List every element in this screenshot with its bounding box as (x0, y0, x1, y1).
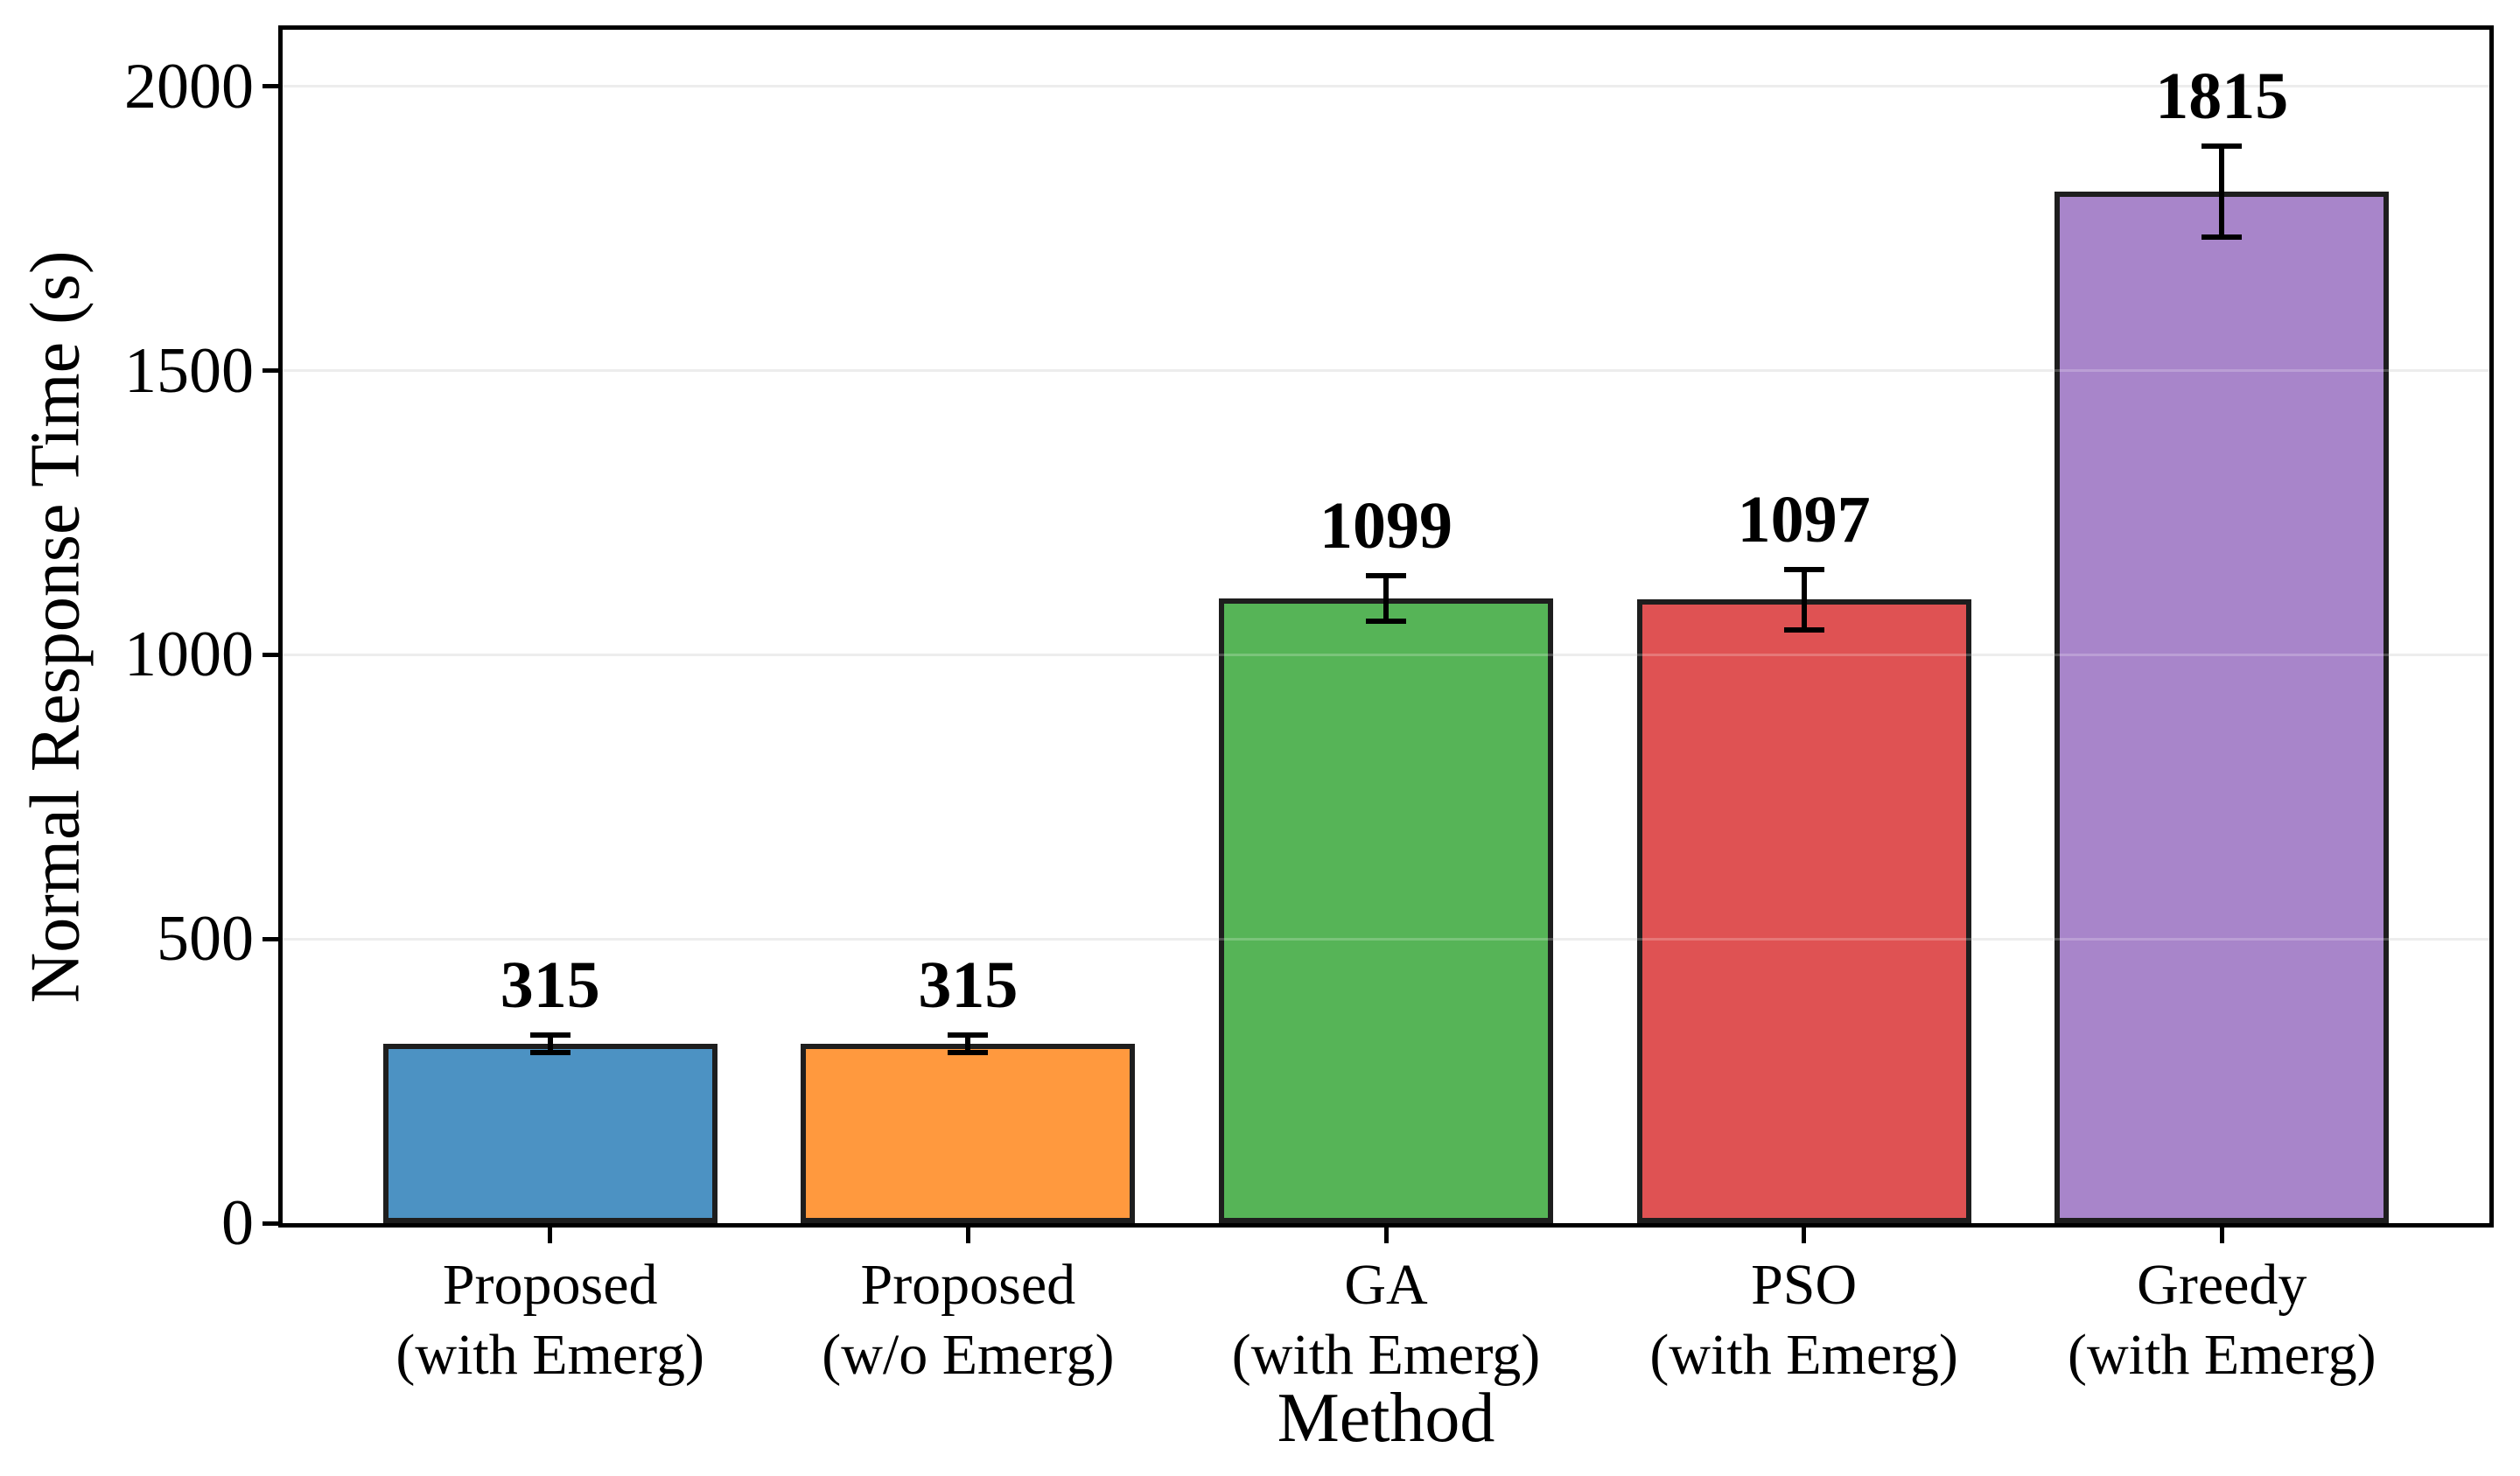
x-tick-label-line: (with Emerg) (1649, 1323, 1958, 1387)
x-tick-label-3: PSO (with Emerg) (1472, 1250, 2137, 1390)
error-bar-cap-top (1783, 566, 1824, 572)
y-tick-0 (262, 1221, 278, 1226)
x-tick-label-2: GA (with Emerg) (1054, 1250, 1718, 1390)
x-tick-label-line: (with Emerg) (1231, 1323, 1541, 1387)
gridline-y-500 (283, 937, 2489, 941)
error-bar-line (547, 1032, 553, 1056)
y-tick-1000 (262, 652, 278, 657)
error-bar-line (2219, 143, 2225, 241)
x-tick-label-1: Proposed (w/o Emerg) (635, 1250, 1300, 1390)
gridline-y-1500 (283, 369, 2489, 373)
y-tick-2000 (262, 84, 278, 89)
x-axis-title: Method (1277, 1380, 1495, 1457)
gridline-y-1000 (283, 653, 2489, 656)
error-bar-line (1801, 566, 1807, 633)
error-bar-3 (1783, 566, 1824, 633)
x-tick-4 (2219, 1228, 2224, 1243)
error-bar-cap-bottom (1366, 619, 1406, 625)
error-bar-1 (948, 1032, 989, 1056)
bar-value-label-3: 1097 (1737, 482, 1871, 556)
error-bar-line (1383, 572, 1389, 625)
y-tick-label-1500: 1500 (124, 334, 254, 407)
bar-value-label-2: 1099 (1320, 488, 1452, 563)
error-bar-cap-top (529, 1032, 570, 1039)
bar-proposed-0 (382, 1044, 718, 1223)
y-tick-label-1000: 1000 (124, 619, 254, 691)
error-bar-cap-bottom (529, 1050, 570, 1056)
y-tick-1500 (262, 368, 278, 374)
gridline-y-2000 (283, 85, 2489, 88)
error-bar-cap-bottom (1783, 627, 1824, 633)
x-tick-label-line: (with Emerg) (2068, 1323, 2376, 1387)
x-tick-label-line: PSO (1751, 1253, 1858, 1317)
bar-value-label-4: 1815 (2155, 59, 2289, 133)
bar-proposed-1 (801, 1044, 1136, 1223)
plot-area: 315 315 1099 1097 1815 (278, 25, 2494, 1228)
error-bar-0 (529, 1032, 570, 1056)
x-tick-label-line: Proposed (860, 1253, 1076, 1317)
x-tick-label-line: (w/o Emerg) (822, 1323, 1115, 1387)
x-tick-label-line: GA (1344, 1253, 1428, 1317)
bar-value-label-1: 315 (918, 948, 1018, 1023)
error-bar-4 (2202, 143, 2243, 241)
bar-value-label-0: 315 (500, 948, 600, 1023)
error-bar-line (965, 1032, 971, 1056)
bar-greedy-4 (2054, 192, 2390, 1223)
y-tick-500 (262, 936, 278, 941)
x-tick-label-line: (with Emerg) (396, 1323, 704, 1387)
error-bar-2 (1366, 572, 1406, 625)
error-bar-cap-top (948, 1032, 989, 1039)
x-tick-label-0: Proposed (with Emerg) (218, 1250, 883, 1390)
x-tick-2 (1383, 1228, 1389, 1243)
x-tick-label-line: Greedy (2137, 1253, 2307, 1317)
bar-pso-3 (1636, 599, 1971, 1223)
bar-ga-2 (1218, 598, 1554, 1223)
error-bar-cap-bottom (2202, 234, 2243, 241)
gridline-y-1500 (283, 369, 2489, 373)
x-tick-label-4: Greedy (with Emerg) (1889, 1250, 2520, 1390)
error-bar-cap-top (2202, 143, 2243, 149)
y-tick-label-2000: 2000 (124, 50, 254, 122)
error-bar-cap-bottom (948, 1050, 989, 1056)
x-tick-3 (1802, 1228, 1807, 1243)
y-tick-label-0: 0 (221, 1187, 254, 1259)
error-bar-cap-top (1366, 572, 1406, 578)
y-tick-label-500: 500 (157, 903, 254, 976)
x-tick-0 (548, 1228, 553, 1243)
x-tick-label-line: Proposed (442, 1253, 658, 1317)
gridline-y-2000 (283, 85, 2489, 88)
x-tick-1 (965, 1228, 970, 1243)
